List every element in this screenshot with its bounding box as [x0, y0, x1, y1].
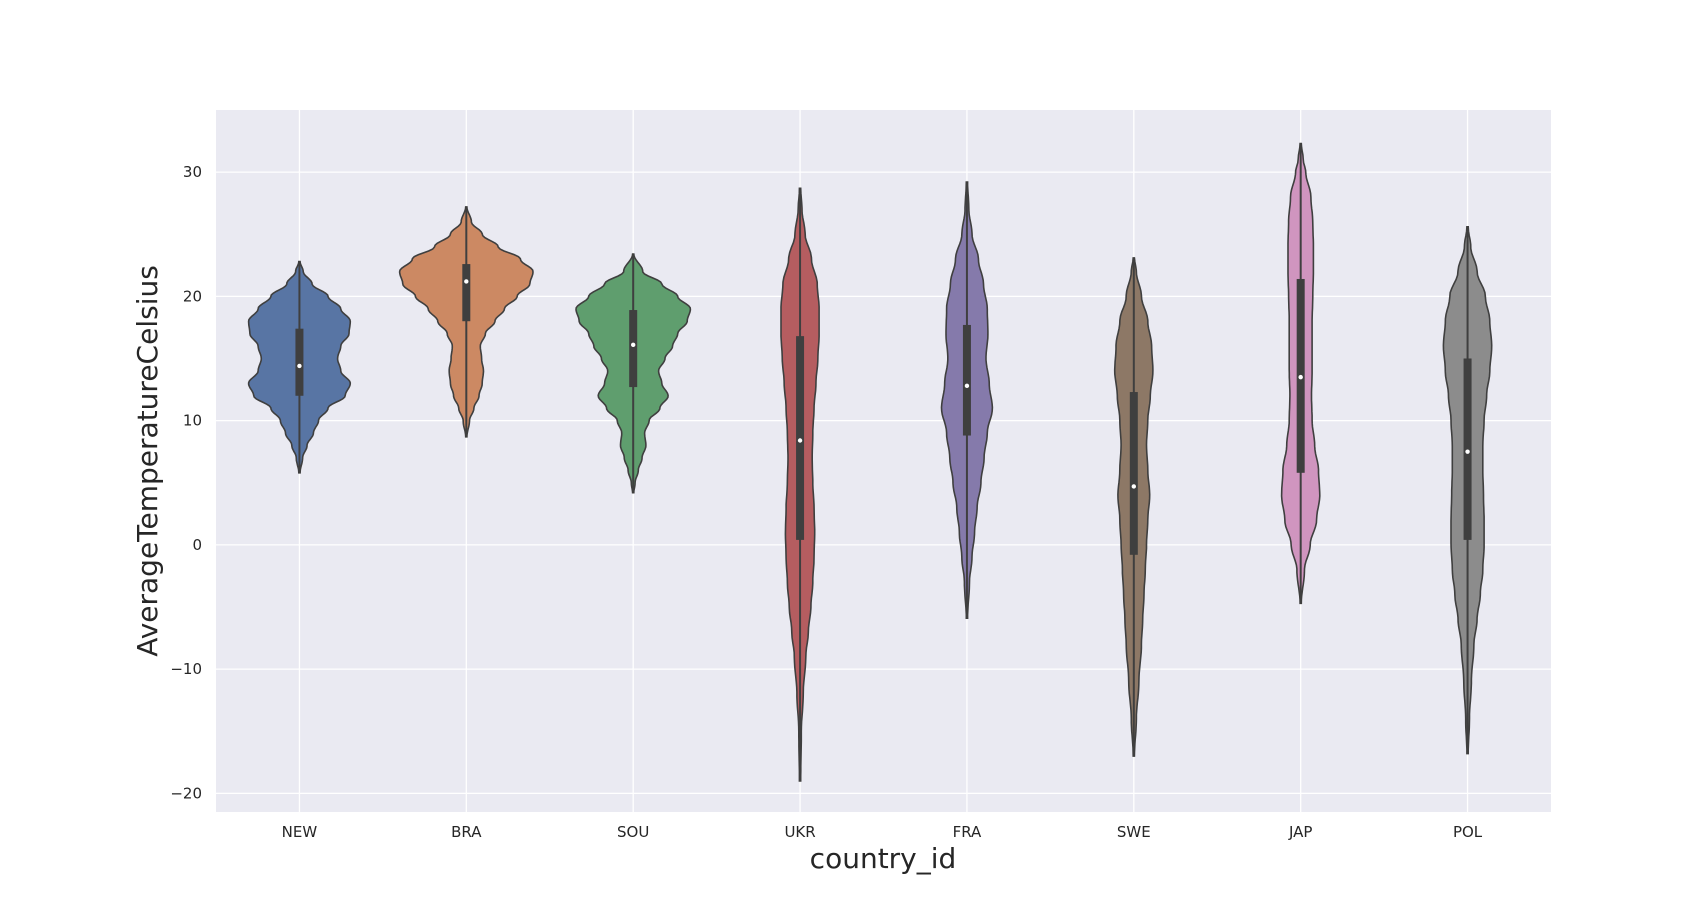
iqr-box-swe — [1129, 392, 1138, 555]
x-tick-label-sou: SOU — [617, 823, 649, 841]
median-dot-bra — [464, 279, 469, 284]
violin-pol — [1442, 226, 1493, 755]
y-tick-label: 20 — [183, 287, 202, 305]
median-dot-new — [297, 363, 302, 369]
x-tick-label-pol: POL — [1453, 823, 1483, 841]
violin-fra — [940, 181, 994, 619]
violin-bra — [398, 206, 534, 438]
x-axis-title: country_id — [810, 842, 957, 875]
violin-new — [247, 260, 352, 474]
x-tick-label-swe: SWE — [1117, 823, 1151, 841]
x-tick-label-new: NEW — [282, 823, 318, 841]
x-tick-label-bra: BRA — [451, 823, 482, 841]
iqr-box-bra — [462, 264, 471, 322]
x-tick-label-jap: JAP — [1288, 823, 1312, 841]
iqr-box-new — [295, 328, 304, 396]
iqr-box-pol — [1463, 358, 1472, 540]
median-dot-ukr — [797, 438, 803, 443]
violins — [247, 142, 1493, 782]
x-tick-labels: NEW BRA SOU UKR FRA SWE JAP POL — [282, 823, 1483, 841]
median-dot-pol — [1465, 449, 1470, 454]
y-tick-label: 30 — [183, 163, 202, 181]
x-tick-label-fra: FRA — [953, 823, 982, 841]
iqr-box-fra — [962, 324, 971, 436]
median-dot-fra — [964, 383, 970, 389]
iqr-box-ukr — [796, 336, 805, 540]
y-tick-label: 10 — [183, 412, 202, 430]
median-dot-jap — [1298, 374, 1303, 380]
violin-jap — [1280, 142, 1321, 605]
iqr-box-sou — [629, 310, 638, 388]
plot-background — [216, 110, 1551, 812]
median-dot-swe — [1131, 484, 1137, 489]
y-tick-label: 0 — [192, 536, 202, 554]
violin-ukr — [780, 187, 820, 782]
y-tick-labels: −20 −10 0 10 20 30 — [170, 163, 202, 802]
violin-swe — [1113, 257, 1154, 757]
y-tick-label: −10 — [170, 660, 202, 678]
y-axis-title: AverageTemperatureCelsius — [131, 265, 164, 657]
median-dot-sou — [630, 342, 636, 348]
y-tick-label: −20 — [170, 784, 202, 802]
x-tick-label-ukr: UKR — [784, 823, 815, 841]
violin-sou — [575, 253, 692, 494]
